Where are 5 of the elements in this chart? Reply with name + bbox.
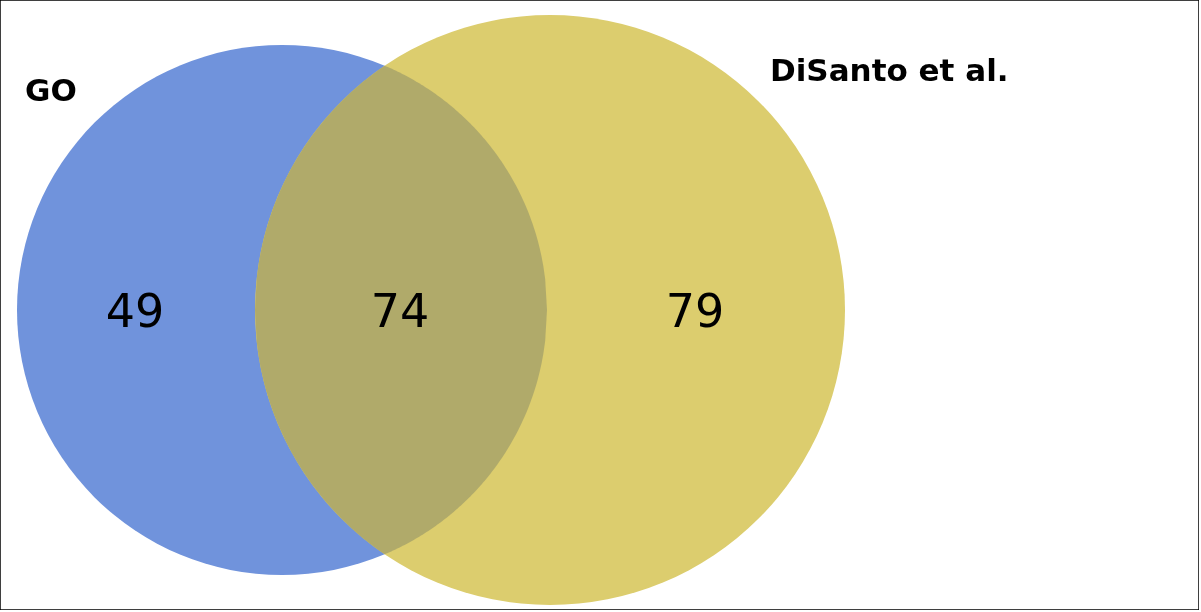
text: DiSanto et al. <box>770 52 1009 88</box>
data-label: 74 <box>370 284 430 338</box>
text: GO <box>25 72 77 108</box>
data-label: 79 <box>665 284 725 338</box>
data-label: 49 <box>105 284 165 338</box>
